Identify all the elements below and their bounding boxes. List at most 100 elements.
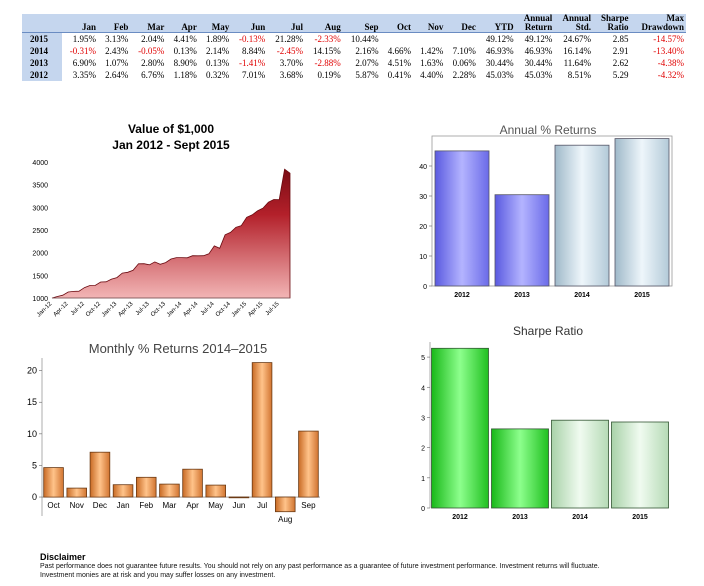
chart-subtitle: Jan 2012 - Sept 2015 <box>112 138 230 152</box>
table-cell: 4.51% <box>387 58 411 68</box>
bar-oct <box>43 467 64 498</box>
table-cell: 30.44% <box>485 58 514 68</box>
table-cell: 2.64% <box>105 70 129 80</box>
x-tick-label: Oct-12 <box>85 301 102 318</box>
table-cell: 1.89% <box>198 32 232 45</box>
x-tick-label: Mar <box>163 501 177 510</box>
x-tick-label: May <box>208 501 223 510</box>
performance-table: Jan Feb Mar Apr May Jun Jul Aug Sep Oct Nov Dec YTD A… <box>22 14 686 81</box>
x-tick-label: Sep <box>301 501 316 510</box>
x-tick-label: 2014 <box>572 514 588 521</box>
monthly-returns-chart: Monthly % Returns 2014–2015 0 5 10 15 20 Oct No… <box>27 341 320 524</box>
table-cell: 2.07% <box>355 58 379 68</box>
table-cell: 6.90% <box>72 58 96 68</box>
table-cell: 3.70% <box>279 58 303 68</box>
col-header: Oct <box>380 14 413 33</box>
disclaimer-heading: Disclaimer <box>40 552 86 562</box>
table-cell: 1.18% <box>173 70 197 80</box>
table-cell: 1.42% <box>420 46 444 56</box>
table-cell: -2.88% <box>314 58 341 68</box>
row-year: 2012 <box>22 69 62 81</box>
table-cell: 30.44% <box>524 58 553 68</box>
bar-feb <box>135 476 157 498</box>
table-cell: 0.19% <box>317 70 341 80</box>
x-tick-label: 2014 <box>574 292 590 299</box>
table-cell: 0.13% <box>173 46 197 56</box>
y-tick-label: 0 <box>423 284 427 291</box>
bar-2013 <box>494 194 550 287</box>
x-tick-label: Jul-13 <box>135 301 151 317</box>
table-cell: 11.64% <box>563 58 592 68</box>
chart-title: Value of $1,000 <box>128 122 214 136</box>
table-cell: 14.15% <box>313 46 341 56</box>
x-tick-label: Apr-14 <box>182 301 199 318</box>
table-cell: 4.40% <box>420 70 444 80</box>
table-cell: 2.16% <box>355 46 379 56</box>
table-cell: 4.66% <box>387 46 411 56</box>
col-header: Annual Std. <box>554 14 594 33</box>
x-tick-label: 2012 <box>454 292 470 299</box>
y-tick-label: 2000 <box>32 251 48 258</box>
x-tick-label: Oct <box>47 501 60 510</box>
y-tick-label: 10 <box>27 429 37 439</box>
table-cell: 0.06% <box>452 58 476 68</box>
table-cell: 5.29 <box>612 70 629 80</box>
table-cell: -13.40% <box>653 46 684 56</box>
table-cell: 8.51% <box>567 70 592 80</box>
x-tick-label: 2015 <box>634 292 650 299</box>
table-cell: 4.41% <box>166 32 199 45</box>
y-tick-label: 3000 <box>32 205 48 212</box>
x-tick-label: Apr-15 <box>247 301 264 318</box>
table-cell: 5.87% <box>355 70 379 80</box>
y-tick-label: 1000 <box>32 296 48 303</box>
col-header: Max Drawdown <box>630 14 686 33</box>
x-tick-label: Feb <box>139 501 153 510</box>
bar-2012 <box>434 150 490 287</box>
table-cell: 7.01% <box>241 70 266 80</box>
bar-2014 <box>554 144 610 287</box>
col-header: Nov <box>412 14 446 33</box>
col-header: Apr <box>166 14 199 33</box>
table-cell: 6.76% <box>141 70 165 80</box>
disclaimer-line-1: Past performance does not guarantee futu… <box>40 563 600 570</box>
x-tick-label: Oct-13 <box>150 301 167 318</box>
table-cell <box>412 32 446 45</box>
row-year: 2013 <box>22 57 62 69</box>
y-tick-label: 4000 <box>32 160 48 167</box>
col-header: May <box>198 14 232 33</box>
table-cell: 1.63% <box>420 58 444 68</box>
table-cell: 0.32% <box>205 70 230 80</box>
bar-jul <box>251 362 273 498</box>
col-header: Sep <box>342 14 381 33</box>
col-header: Sharpe Ratio <box>593 14 631 33</box>
x-tick-label: Jun <box>232 501 245 510</box>
table-cell: 49.12% <box>477 32 516 45</box>
row-year: 2015 <box>22 32 62 45</box>
bar-aug <box>274 496 296 513</box>
table-cell: 2.80% <box>141 58 165 68</box>
table-cell: 2.14% <box>205 46 230 56</box>
table-row: 2014 -0.31% 2.43% -0.05% 0.13% 2.14% 8.84% -2.4… <box>22 45 686 57</box>
table-row: 2013 6.90% 1.07% 2.80% 8.90% 0.13% -1.41% 3.70%… <box>22 57 686 69</box>
table-cell: 46.93% <box>524 46 553 56</box>
table-cell: -4.38% <box>657 58 684 68</box>
x-tick-label: Apr-13 <box>118 301 135 318</box>
bar-may <box>205 484 226 498</box>
y-tick-label: 1 <box>421 476 425 483</box>
y-tick-label: 30 <box>419 194 427 201</box>
y-tick-label: 15 <box>27 397 37 407</box>
bar-jan <box>112 484 134 498</box>
x-tick-label: 2013 <box>512 514 528 521</box>
x-tick-label: Jul-15 <box>265 301 281 317</box>
table-cell: 3.13% <box>97 32 131 45</box>
col-header: Annual Return <box>515 14 555 33</box>
table-cell: 8.90% <box>173 58 197 68</box>
table-cell: 8.84% <box>241 46 266 56</box>
x-tick-label: Dec <box>93 501 107 510</box>
col-header: YTD <box>477 14 516 33</box>
chart-title: Annual % Returns <box>500 123 597 137</box>
x-tick-label: Jul-12 <box>70 301 86 317</box>
table-cell: 2.91 <box>612 46 629 56</box>
x-tick-label: Aug <box>278 515 292 524</box>
plot-frame <box>431 135 673 287</box>
